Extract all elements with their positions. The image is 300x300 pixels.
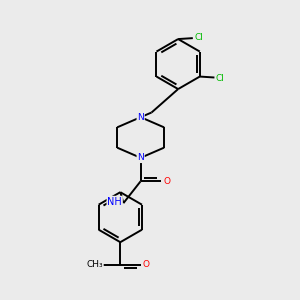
- Text: N: N: [137, 153, 144, 162]
- Text: NH: NH: [107, 196, 122, 207]
- Text: O: O: [163, 177, 170, 186]
- Text: Cl: Cl: [216, 74, 224, 82]
- Text: CH₃: CH₃: [86, 260, 103, 269]
- Text: O: O: [143, 260, 150, 269]
- Text: N: N: [137, 113, 144, 122]
- Text: Cl: Cl: [194, 33, 203, 42]
